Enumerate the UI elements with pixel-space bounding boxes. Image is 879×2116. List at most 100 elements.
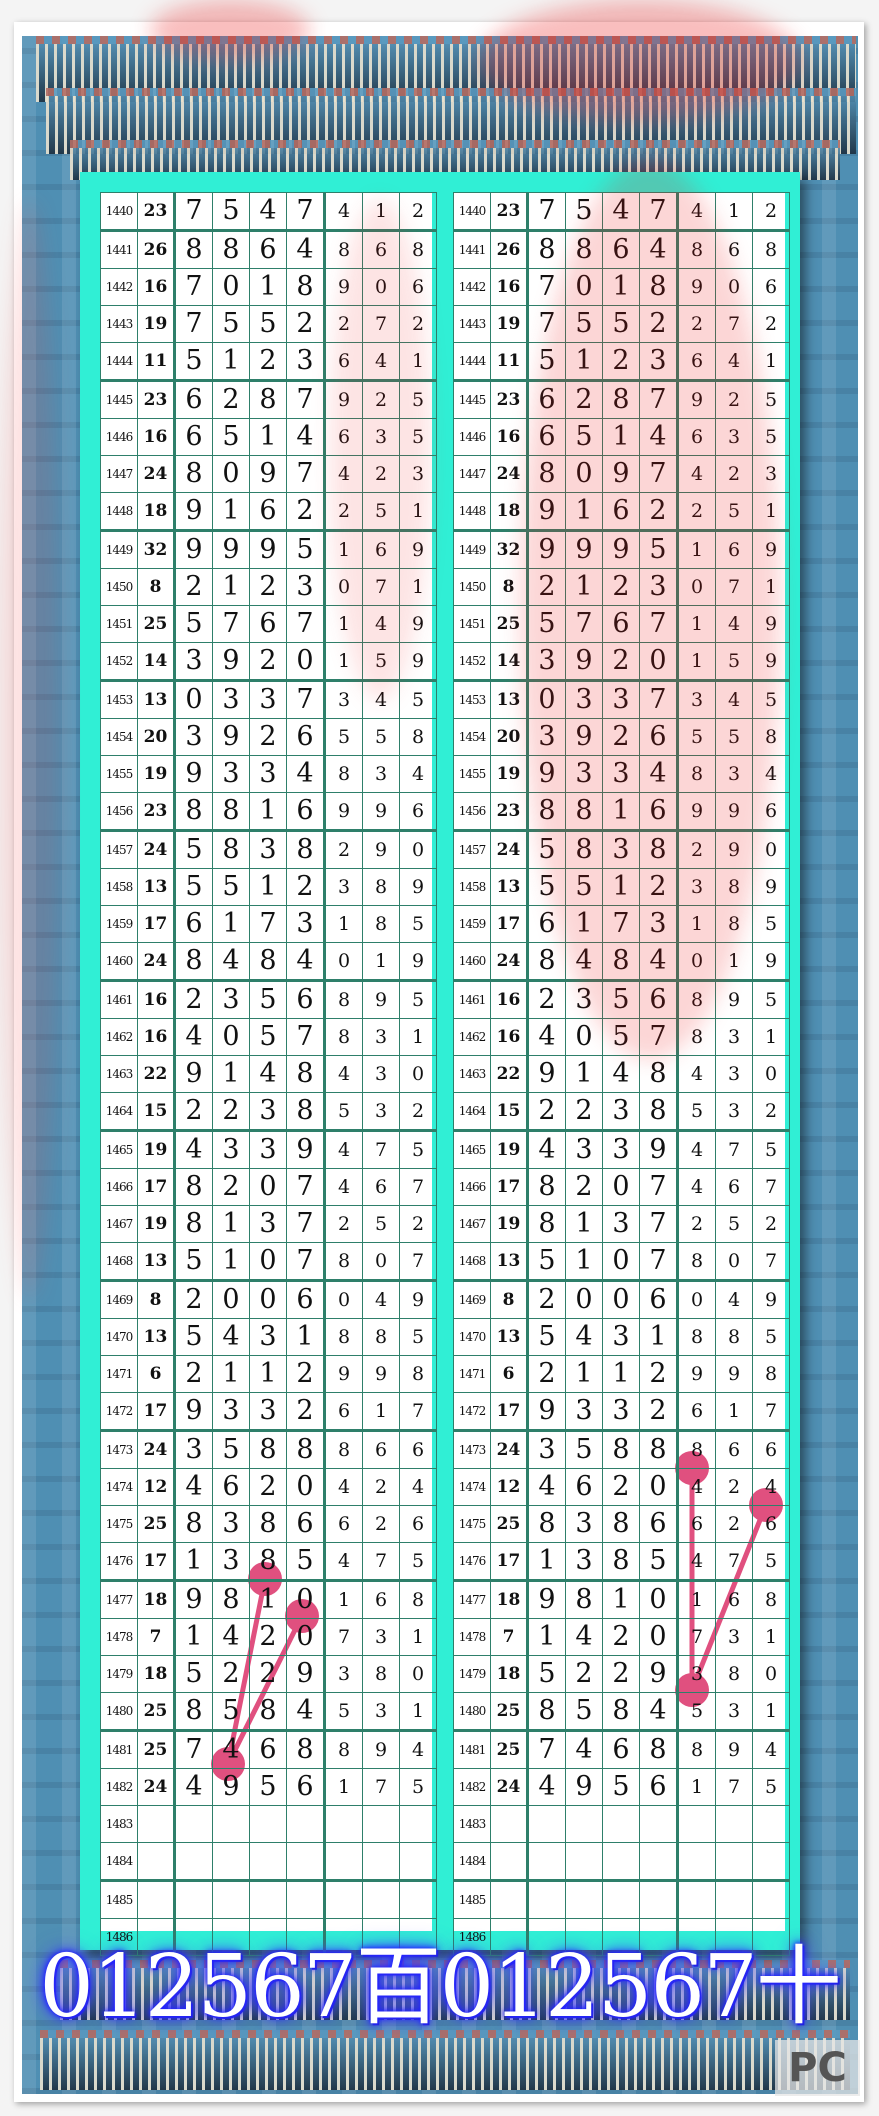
digit-cell: 1 <box>677 1768 716 1806</box>
digit-cell: 2 <box>527 1092 566 1132</box>
digit-cell: 8 <box>677 1242 716 1282</box>
digit-cell: 5 <box>752 680 790 719</box>
period-cell: 1456 <box>453 792 491 832</box>
digit-cell: 9 <box>752 605 790 643</box>
digit-cell <box>286 1805 326 1843</box>
sum-cell <box>137 1918 176 1956</box>
table-row: 1464 15 2 2 3 8 5 3 2 <box>453 1092 790 1132</box>
digit-cell: 4 <box>752 1730 790 1769</box>
digit-cell: 7 <box>174 192 213 232</box>
digit-cell: 6 <box>399 792 437 832</box>
digit-cell: 6 <box>286 1768 326 1806</box>
digit-cell: 9 <box>286 1655 326 1693</box>
digit-cell: 0 <box>249 1280 287 1319</box>
digit-cell <box>715 1880 753 1919</box>
digit-cell: 5 <box>399 905 437 943</box>
sum-cell: 6 <box>137 1355 176 1393</box>
digit-cell: 6 <box>639 1280 679 1319</box>
digit-cell: 9 <box>715 980 753 1019</box>
digit-cell: 7 <box>399 1242 437 1282</box>
digit-cell: 2 <box>527 1280 566 1319</box>
digit-cell: 7 <box>715 1768 753 1806</box>
digit-cell: 8 <box>212 792 250 832</box>
digit-cell: 1 <box>399 1618 437 1656</box>
sum-cell: 23 <box>490 192 529 232</box>
digit-cell: 9 <box>527 1580 566 1619</box>
digit-cell: 8 <box>174 230 213 269</box>
digit-cell <box>752 1880 790 1919</box>
sum-cell: 11 <box>490 342 529 382</box>
digit-cell: 8 <box>565 1580 603 1619</box>
digit-cell: 4 <box>715 605 753 643</box>
digit-cell: 9 <box>752 642 790 682</box>
digit-cell <box>602 1918 640 1956</box>
digit-cell: 9 <box>752 868 790 906</box>
digit-cell: 9 <box>174 1392 213 1432</box>
digit-cell: 4 <box>286 755 326 793</box>
table-row: 1462 16 4 0 5 7 8 3 1 <box>453 1018 790 1056</box>
digit-cell: 5 <box>752 1130 790 1169</box>
period-cell: 1468 <box>100 1242 138 1282</box>
digit-cell: 5 <box>399 418 437 456</box>
digit-cell: 4 <box>362 342 400 382</box>
digit-cell: 3 <box>715 1018 753 1056</box>
digit-cell: 7 <box>362 1130 400 1169</box>
period-cell: 1440 <box>100 192 138 232</box>
digit-cell: 7 <box>399 1168 437 1206</box>
digit-cell: 6 <box>362 1168 400 1206</box>
digit-cell: 7 <box>602 905 640 943</box>
digit-cell: 3 <box>565 1392 603 1432</box>
period-cell: 1458 <box>453 868 491 906</box>
digit-cell: 1 <box>212 905 250 943</box>
table-row: 1445 23 6 2 8 7 9 2 5 <box>453 380 790 419</box>
digit-cell: 5 <box>527 868 566 906</box>
digit-cell <box>715 1842 753 1882</box>
table-row: 1463 22 9 1 4 8 4 3 0 <box>453 1055 790 1093</box>
digit-cell: 1 <box>212 1205 250 1243</box>
sum-cell: 26 <box>490 230 529 269</box>
digit-cell: 3 <box>174 718 213 756</box>
digit-cell: 3 <box>362 418 400 456</box>
digit-cell: 8 <box>527 230 566 269</box>
digit-cell: 8 <box>677 1318 716 1356</box>
table-row: 1443 19 7 5 5 2 2 7 2 <box>100 305 437 343</box>
digit-cell: 4 <box>565 1318 603 1356</box>
sum-cell: 15 <box>137 1092 176 1132</box>
digit-cell: 1 <box>565 492 603 532</box>
period-cell: 1479 <box>453 1655 491 1693</box>
sum-cell: 24 <box>490 1768 529 1806</box>
digit-cell <box>715 1805 753 1843</box>
digit-cell: 5 <box>565 1430 603 1469</box>
digit-cell: 9 <box>677 1355 716 1393</box>
digit-cell: 3 <box>565 1542 603 1582</box>
period-cell: 1484 <box>453 1842 491 1882</box>
digit-cell: 9 <box>715 1730 753 1769</box>
digit-cell: 2 <box>752 305 790 343</box>
digit-cell <box>399 1880 437 1919</box>
digit-cell: 2 <box>174 568 213 606</box>
digit-cell: 1 <box>565 1355 603 1393</box>
digit-cell: 1 <box>212 1242 250 1282</box>
digit-cell: 5 <box>677 1092 716 1132</box>
decorative-band <box>60 1960 850 2020</box>
digit-cell: 2 <box>174 980 213 1019</box>
digit-cell <box>602 1842 640 1882</box>
digit-cell: 8 <box>174 942 213 982</box>
digit-cell: 7 <box>752 1168 790 1206</box>
sum-cell: 6 <box>490 1355 529 1393</box>
sum-cell: 32 <box>490 530 529 569</box>
period-cell: 1471 <box>100 1355 138 1393</box>
digit-cell: 5 <box>602 980 640 1019</box>
table-row: 1449 32 9 9 9 5 1 6 9 <box>100 530 437 569</box>
digit-cell: 2 <box>527 1355 566 1393</box>
digit-cell: 0 <box>324 568 363 606</box>
sum-cell: 13 <box>137 868 176 906</box>
sum-cell: 23 <box>137 192 176 232</box>
sum-cell: 23 <box>137 380 176 419</box>
digit-cell: 3 <box>565 1130 603 1169</box>
digit-cell: 4 <box>715 342 753 382</box>
digit-cell: 8 <box>286 1055 326 1093</box>
digit-cell: 3 <box>715 755 753 793</box>
digit-cell: 6 <box>286 718 326 756</box>
digit-cell: 5 <box>527 1318 566 1356</box>
